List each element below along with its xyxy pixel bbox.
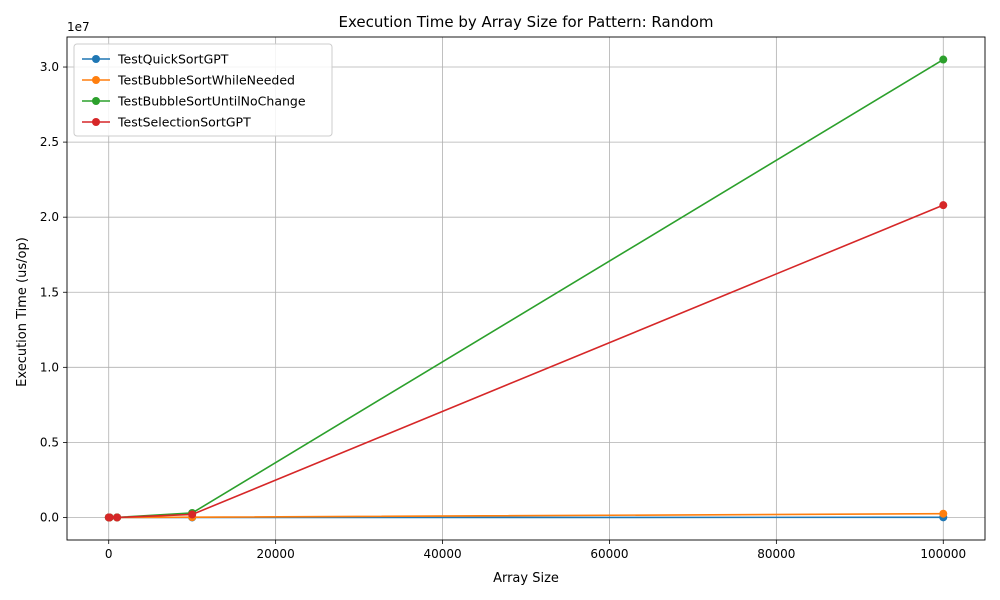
legend-swatch-marker [92,118,100,126]
legend-box [73,43,333,137]
data-point [939,509,948,518]
axes-frame [66,36,986,541]
data-point [105,513,114,522]
legend-swatch-marker [92,97,100,105]
x-tick-label: 60000 [590,547,628,561]
data-point [113,513,122,522]
y-tick-label: 1.5 [40,285,59,299]
legend: TestQuickSortGPT TestBubbleSortWhileNeede… [73,43,333,137]
legend-swatch-marker [92,55,100,63]
y-tick-label: 3.0 [40,60,59,74]
legend-item: TestSelectionSortGPT [82,115,251,130]
legend-label: TestBubbleSortWhileNeeded [117,73,295,88]
data-point [939,201,948,210]
legend-item: TestBubbleSortUntilNoChange [82,94,306,109]
x-axis-label: Array Size [493,571,559,586]
y-tick-label: 0.5 [40,435,59,449]
y-axis-label: Execution Time (us/op) [15,237,30,387]
legend-label: TestQuickSortGPT [117,52,229,67]
series-layer [104,55,948,522]
data-point [188,510,197,519]
legend-label: TestSelectionSortGPT [117,115,251,130]
axes [66,36,986,541]
legend-item: TestQuickSortGPT [82,52,229,67]
data-point [939,55,948,64]
legend-swatch-marker [92,76,100,84]
y-axis-offset-text: 1e7 [67,20,90,34]
y-tick-label: 2.0 [40,210,59,224]
chart-title: Execution Time by Array Size for Pattern… [338,13,713,31]
y-tick-label: 2.5 [40,135,59,149]
y-tick-label: 1.0 [40,360,59,374]
legend-item: TestBubbleSortWhileNeeded [82,73,295,88]
x-tick-label: 80000 [757,547,795,561]
series-testselectionsortgpt [104,201,948,522]
x-tick-label: 20000 [257,547,295,561]
ticks: 0 20000 40000 60000 80000 100000 0.0 0.5 1.0 1.5 2… [40,60,966,561]
legend-label: TestBubbleSortUntilNoChange [117,94,306,109]
x-tick-label: 40000 [423,547,461,561]
y-tick-label: 0.0 [40,510,59,524]
x-tick-label: 0 [105,547,113,561]
x-tick-label: 100000 [920,547,966,561]
